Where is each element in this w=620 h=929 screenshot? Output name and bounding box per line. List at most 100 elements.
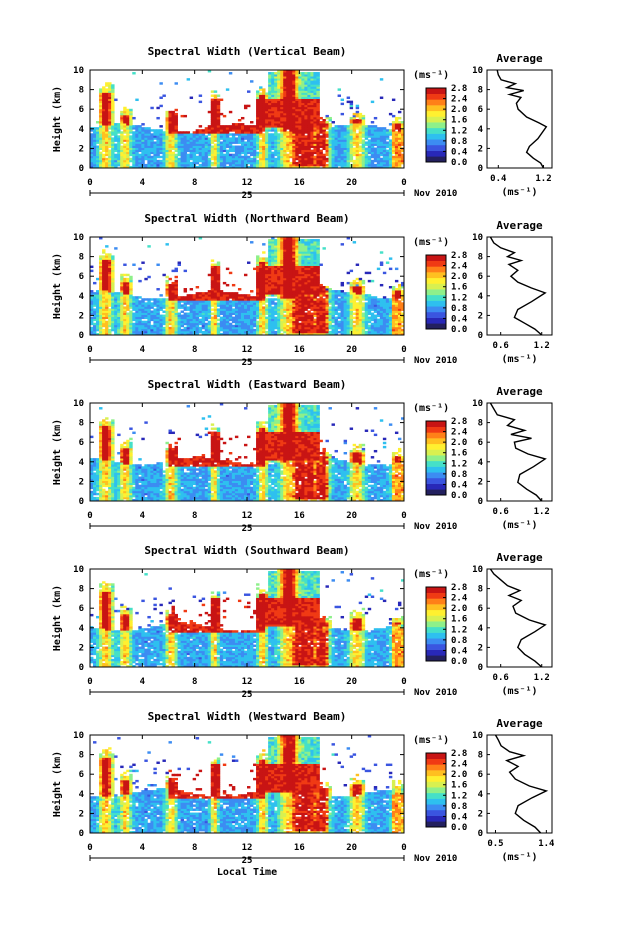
heatmap-cell: [265, 104, 269, 108]
heatmap-cell: [289, 155, 293, 159]
heatmap-cell: [340, 133, 345, 136]
heatmap-cell: [225, 324, 230, 328]
heatmap-cell: [274, 247, 278, 250]
heatmap-cell: [295, 316, 299, 320]
heatmap-cell: [265, 259, 269, 262]
heatmap-cell: [286, 84, 290, 87]
heatmap-cell: [259, 119, 263, 122]
heatmap-cell: [319, 141, 323, 144]
heatmap-cell: [138, 127, 142, 130]
heatmap-cell: [171, 125, 175, 128]
heatmap-cell: [141, 151, 145, 155]
heatmap-cell: [243, 322, 248, 326]
heatmap-cell: [298, 78, 302, 81]
heatmap-cell: [141, 326, 145, 330]
heatmap-cell: [108, 300, 112, 303]
heatmap-cell: [400, 123, 405, 126]
heatmap-cell: [186, 163, 191, 167]
heatmap-cell: [156, 141, 160, 144]
heatmap-cell: [301, 288, 305, 291]
heatmap-cell: [150, 145, 154, 148]
heatmap-cell: [397, 163, 402, 167]
heatmap-cell: [295, 247, 299, 250]
heatmap-cell: [231, 139, 236, 142]
heatmap-cell: [195, 322, 200, 326]
heatmap-cell: [237, 149, 242, 153]
heatmap-cell: [322, 147, 326, 151]
heatmap-cell: [102, 330, 106, 334]
heatmap-cell: [265, 308, 269, 311]
heatmap-cell: [132, 302, 136, 305]
heatmap-cell: [325, 151, 329, 155]
heatmap-cell: [262, 271, 266, 275]
heatmap-cell: [111, 102, 115, 106]
heatmap-cell: [237, 320, 242, 324]
heatmap-cell: [231, 155, 236, 159]
heatmap-cell: [117, 157, 121, 161]
heatmap-cell: [265, 261, 269, 264]
heatmap-cell: [304, 149, 308, 153]
heatmap-cell: [292, 135, 296, 138]
heatmap-cell: [298, 133, 302, 136]
heatmap-cell: [99, 324, 103, 328]
heatmap-cell: [262, 273, 266, 277]
heatmap-cell: [319, 121, 323, 124]
heatmap-cell: [222, 296, 227, 299]
heatmap-cell: [153, 320, 157, 324]
heatmap-cell: [277, 245, 281, 248]
heatmap-cell: [93, 159, 97, 163]
heatmap-cell: [204, 298, 209, 301]
heatmap-cell: [313, 72, 317, 75]
heatmap-cell: [99, 106, 103, 110]
heatmap-cell: [138, 133, 142, 136]
heatmap-cell: [325, 143, 329, 146]
heatmap-cell: [99, 108, 103, 112]
heatmap-cell: [165, 275, 169, 279]
heatmap-cell: [256, 324, 260, 328]
heatmap-cell: [192, 143, 197, 146]
heatmap-cell: [216, 149, 221, 153]
heatmap-cell: [120, 320, 124, 324]
heatmap-cell: [247, 312, 251, 315]
heatmap-cell: [259, 141, 263, 144]
heatmap-cell: [286, 114, 290, 118]
heatmap-cell: [102, 106, 106, 110]
heatmap-cell: [304, 112, 308, 116]
heatmap-cell: [277, 153, 281, 157]
heatmap-cell: [316, 106, 320, 110]
heatmap-cell: [123, 277, 127, 281]
heatmap-cell: [292, 125, 296, 128]
heatmap-cell: [328, 119, 332, 122]
heatmap-cell: [295, 80, 299, 83]
heatmap-cell: [292, 302, 296, 305]
heatmap-cell: [198, 145, 203, 148]
heatmap-cell: [337, 133, 341, 136]
heatmap-cell: [204, 149, 209, 153]
heatmap-cell: [298, 94, 302, 97]
heatmap-cell: [213, 332, 218, 336]
heatmap-cell: [180, 137, 184, 140]
heatmap-cell: [105, 261, 109, 264]
heatmap-cell: [102, 153, 106, 157]
heatmap-cell: [307, 72, 311, 75]
heatmap-cell: [120, 279, 124, 283]
heatmap-cell: [274, 332, 278, 336]
heatmap-cell: [222, 294, 227, 297]
heatmap-cell: [316, 110, 320, 114]
heatmap-cell: [283, 76, 287, 79]
heatmap-cell: [280, 269, 284, 273]
heatmap-cell: [361, 155, 366, 159]
heatmap-cell: [237, 294, 242, 297]
heatmap-cell: [159, 294, 163, 297]
heatmap-cell: [123, 294, 127, 297]
heatmap-cell: [144, 314, 148, 318]
heatmap-cell: [213, 98, 218, 102]
heatmap-cell: [90, 302, 94, 305]
heatmap-cell: [114, 155, 118, 159]
colorbar-swatch: [426, 93, 446, 100]
heatmap-cell: [283, 104, 287, 108]
heatmap-cell: [156, 149, 160, 153]
heatmap-cell: [165, 165, 169, 169]
heatmap-cell: [129, 165, 133, 169]
heatmap-cell: [234, 147, 239, 151]
